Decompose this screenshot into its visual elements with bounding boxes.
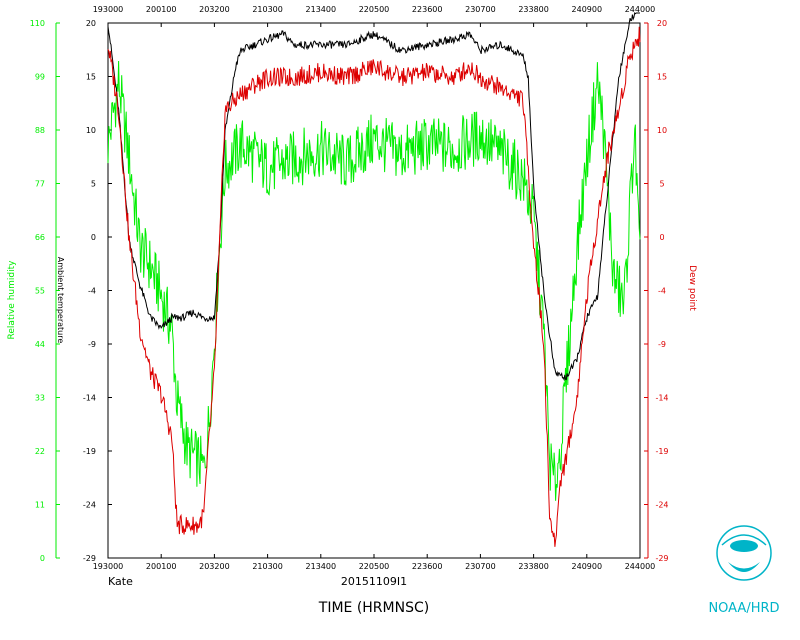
dew-tick-label: -9 (658, 340, 666, 349)
rh-tick-label: 99 (35, 73, 45, 82)
x-tick-label-top: 203200 (199, 5, 230, 14)
x-axis-title: TIME (HRMNSC) (318, 600, 429, 616)
rh-tick-label: 11 (35, 501, 45, 510)
plot-frame (107, 22, 641, 559)
temp-tick-label: -14 (83, 394, 96, 403)
ticks-layer: 1930001930002001002001002032002032002103… (30, 5, 669, 571)
x-tick-label-top: 233800 (518, 5, 549, 14)
noaa-logo (716, 525, 772, 581)
x-tick-label-top: 244000 (625, 5, 656, 14)
logo-text: NOAA/HRD (708, 601, 779, 616)
rh-tick-label: 0 (40, 554, 45, 563)
x-tick-label-bottom: 200100 (146, 562, 177, 571)
x-tick-label-top: 240900 (572, 5, 603, 14)
x-tick-label-bottom: 213400 (306, 562, 337, 571)
rh-tick-label: 22 (35, 447, 45, 456)
dew-tick-label: 20 (657, 19, 667, 28)
temp-tick-label: -4 (88, 287, 96, 296)
dew-tick-label: -19 (655, 447, 668, 456)
temp-axis-label: Ambient temperature (56, 257, 65, 344)
dew-tick-label: 0 (659, 233, 664, 242)
temp-tick-label: -29 (83, 554, 96, 563)
rh-tick-label: 110 (30, 19, 45, 28)
series-line (107, 26, 641, 547)
x-tick-label-bottom: 220500 (359, 562, 390, 571)
x-tick-label-bottom: 240900 (572, 562, 603, 571)
x-tick-label-top: 210300 (252, 5, 283, 14)
temp-tick-label: 15 (86, 73, 96, 82)
temp-tick-label: 0 (91, 233, 96, 242)
temp-tick-label: -24 (83, 501, 96, 510)
rh-tick-label: 66 (35, 233, 45, 242)
dew-tick-label: -14 (655, 394, 668, 403)
dew-tick-label: -4 (658, 287, 666, 296)
rh-tick-label: 77 (35, 180, 45, 189)
rh-axis-label: Relative humidity (7, 260, 17, 340)
temp-tick-label: 10 (86, 126, 96, 135)
rh-tick-label: 88 (35, 126, 45, 135)
x-tick-label-top: 230700 (465, 5, 496, 14)
x-tick-label-bottom: 230700 (465, 562, 496, 571)
temp-tick-label: -9 (88, 340, 96, 349)
temp-tick-label: 20 (86, 19, 96, 28)
x-tick-label-top: 223600 (412, 5, 443, 14)
series-layer (107, 11, 641, 547)
x-tick-label-top: 193000 (93, 5, 124, 14)
x-tick-label-top: 200100 (146, 5, 177, 14)
x-tick-label-top: 213400 (306, 5, 337, 14)
x-tick-label-top: 220500 (359, 5, 390, 14)
x-tick-label-bottom: 210300 (252, 562, 283, 571)
rh-tick-label: 33 (35, 394, 45, 403)
dew-tick-label: -29 (655, 554, 668, 563)
series-line (107, 11, 640, 382)
x-tick-label-bottom: 233800 (518, 562, 549, 571)
dew-tick-label: 10 (657, 126, 667, 135)
flight-id: 20151109I1 (341, 575, 407, 588)
rh-tick-label: 44 (35, 340, 45, 349)
x-tick-label-bottom: 244000 (625, 562, 656, 571)
dew-tick-label: 5 (659, 180, 664, 189)
dew-axis-label: Dew point (687, 265, 697, 311)
temp-tick-label: 5 (91, 180, 96, 189)
x-tick-label-bottom: 203200 (199, 562, 230, 571)
temp-tick-label: -19 (83, 447, 96, 456)
x-tick-label-bottom: 223600 (412, 562, 443, 571)
rh-tick-label: 55 (35, 287, 45, 296)
x-tick-label-bottom: 193000 (93, 562, 124, 571)
series-line (107, 60, 641, 501)
dew-tick-label: 15 (657, 73, 667, 82)
storm-name: Kate (108, 575, 133, 588)
dew-tick-label: -24 (655, 501, 668, 510)
